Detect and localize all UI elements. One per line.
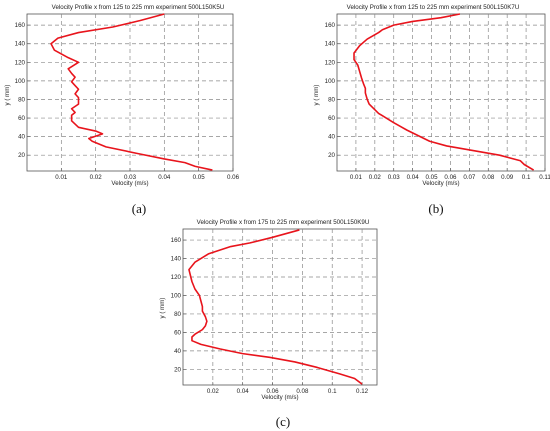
y-axis-label: y ( mm): [4, 85, 11, 106]
x-tick-label: 0.03: [124, 174, 137, 181]
y-tick-label: 100: [325, 78, 336, 85]
y-tick-label: 140: [15, 41, 26, 48]
y-tick-label: 40: [174, 348, 181, 355]
x-tick-label: 0.04: [407, 174, 420, 181]
panel-caption: (a): [132, 201, 146, 216]
x-tick-label: 0.06: [227, 174, 240, 181]
x-axis-label: Velocity (m/s): [422, 180, 459, 187]
velocity-profile-line: [353, 13, 535, 171]
plot-area: [336, 13, 546, 172]
x-tick-label: 0.05: [426, 174, 439, 181]
y-tick-label: 140: [325, 41, 336, 48]
plot-content: 0.02 0.04 0.06 0.08 0.1 0.12 20 40 60 80 100 120 140…: [171, 229, 377, 395]
x-tick-label: 0.01: [55, 174, 68, 181]
panel-caption: (b): [428, 201, 443, 216]
x-tick-label: 0.1: [522, 174, 531, 181]
x-tick-label: 0.03: [388, 174, 401, 181]
panel-a: Velocity Profile x from 125 to 225 mm ex…: [4, 4, 240, 216]
y-tick-label: 40: [328, 134, 335, 141]
y-tick-label: 140: [171, 256, 182, 263]
x-tick-label: 0.02: [207, 388, 220, 395]
y-tick-label: 20: [328, 152, 335, 159]
plot-content: 0.01 0.02 0.03 0.04 0.05 0.06 20 40 60 80 100 120 14…: [15, 13, 240, 181]
x-tick-label: 0.1: [328, 388, 337, 395]
x-tick-label: 0.08: [296, 388, 309, 395]
y-tick-label: 80: [328, 96, 335, 103]
y-tick-label: 120: [171, 274, 182, 281]
panel-c: Velocity Profile x from 175 to 225 mm ex…: [159, 219, 378, 429]
x-tick-label: 0.05: [193, 174, 206, 181]
y-axis-label: y ( mm): [159, 298, 166, 319]
x-tick-label: 0.12: [356, 388, 369, 395]
y-tick-label: 120: [325, 59, 336, 66]
y-tick-label: 80: [18, 96, 25, 103]
y-tick-label: 20: [174, 366, 181, 373]
x-tick-label: 0.02: [369, 174, 382, 181]
x-tick-label: 0.04: [158, 174, 171, 181]
y-tick-label: 100: [15, 78, 26, 85]
chart-title: Velocity Profile x from 175 to 225 mm ex…: [197, 219, 370, 226]
x-tick-label: 0.06: [267, 388, 280, 395]
y-tick-label: 80: [174, 311, 181, 318]
x-tick-label: 0.02: [90, 174, 103, 181]
y-tick-label: 60: [18, 115, 25, 122]
velocity-profile-line: [188, 229, 363, 385]
velocity-profile-line: [50, 13, 213, 171]
y-tick-label: 40: [18, 134, 25, 141]
x-tick-label: 0.04: [237, 388, 250, 395]
x-axis-label: Velocity (m/s): [111, 180, 148, 187]
x-tick-label: 0.11: [539, 174, 550, 181]
y-tick-label: 20: [18, 152, 25, 159]
y-tick-label: 160: [325, 22, 336, 29]
y-tick-label: 160: [15, 22, 26, 29]
chart-title: Velocity Profile x from 125 to 225 mm ex…: [52, 4, 225, 11]
y-tick-label: 120: [15, 59, 26, 66]
x-tick-label: 0.07: [463, 174, 476, 181]
x-tick-label: 0.09: [501, 174, 514, 181]
y-tick-label: 60: [174, 329, 181, 336]
chart-title: Velocity Profile x from 125 to 225 mm ex…: [347, 4, 520, 11]
x-tick-label: 0.08: [482, 174, 495, 181]
plot-content: 0.01 0.02 0.03 0.04 0.05 0.06 0.07 0.08 0.09 0.1 0…: [325, 13, 550, 181]
y-tick-label: 100: [171, 292, 182, 299]
x-tick-label: 0.01: [350, 174, 363, 181]
x-axis-label: Velocity (m/s): [261, 394, 298, 401]
x-tick-label: 0.06: [444, 174, 457, 181]
y-axis-label: y ( mm): [313, 85, 320, 106]
panel-caption: (c): [276, 414, 290, 429]
y-tick-label: 60: [328, 115, 335, 122]
y-tick-label: 160: [171, 237, 182, 244]
panel-b: Velocity Profile x from 125 to 225 mm ex…: [313, 4, 550, 216]
